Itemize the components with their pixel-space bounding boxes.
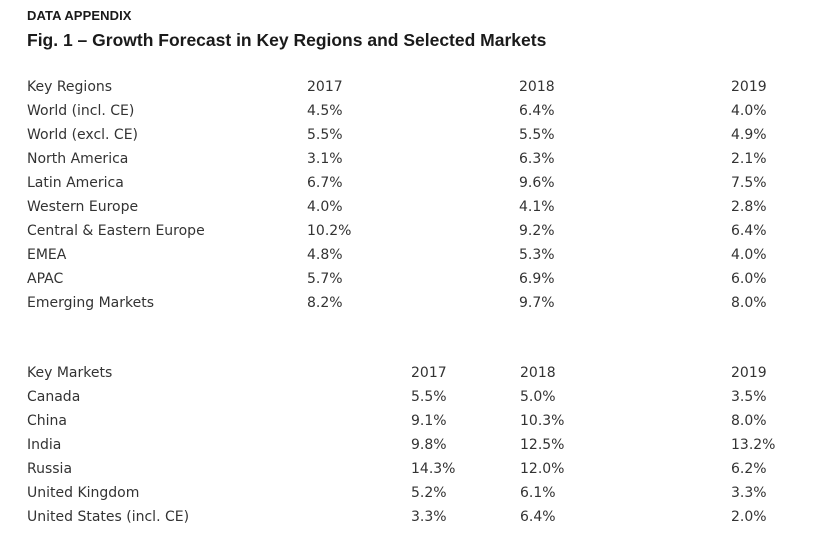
market-label: Russia — [27, 461, 73, 477]
markets-header-2017: 2017 — [411, 365, 447, 381]
table-row: United States (incl. CE) 3.3% 6.4% 2.0% — [0, 505, 835, 529]
region-label: Central & Eastern Europe — [27, 223, 205, 239]
value-2019: 3.5% — [731, 389, 767, 405]
value-2019: 3.3% — [731, 485, 767, 501]
region-label: Emerging Markets — [27, 295, 155, 311]
table-row: Central & Eastern Europe 10.2% 9.2% 6.4% — [0, 219, 835, 243]
value-2018: 5.0% — [520, 389, 556, 405]
value-2017: 3.3% — [411, 509, 447, 525]
markets-header-2019: 2019 — [731, 365, 767, 381]
page-title: Fig. 1 – Growth Forecast in Key Regions … — [27, 30, 547, 50]
value-2018: 6.9% — [519, 271, 555, 287]
value-2018: 4.1% — [519, 199, 555, 215]
value-2019: 8.0% — [731, 413, 767, 429]
table-row: APAC 5.7% 6.9% 6.0% — [0, 267, 835, 291]
value-2018: 9.2% — [519, 223, 555, 239]
regions-header-2017: 2017 — [307, 79, 343, 95]
market-label: United States (incl. CE) — [27, 509, 190, 525]
value-2018: 10.3% — [520, 413, 565, 429]
value-2017: 9.1% — [411, 413, 447, 429]
value-2019: 6.2% — [731, 461, 767, 477]
markets-header-label: Key Markets — [27, 365, 113, 381]
region-label: North America — [27, 151, 129, 167]
value-2018: 6.4% — [520, 509, 556, 525]
region-label: APAC — [27, 271, 64, 287]
value-2018: 6.3% — [519, 151, 555, 167]
value-2017: 5.5% — [411, 389, 447, 405]
value-2017: 6.7% — [307, 175, 343, 191]
region-label: World (excl. CE) — [27, 127, 139, 143]
market-label: Canada — [27, 389, 81, 405]
value-2017: 4.5% — [307, 103, 343, 119]
market-label: China — [27, 413, 67, 429]
market-label: United Kingdom — [27, 485, 140, 501]
value-2018: 9.6% — [519, 175, 555, 191]
value-2019: 2.0% — [731, 509, 767, 525]
value-2017: 9.8% — [411, 437, 447, 453]
value-2019: 7.5% — [731, 175, 767, 191]
value-2017: 4.0% — [307, 199, 343, 215]
value-2017: 8.2% — [307, 295, 343, 311]
table-row: Emerging Markets 8.2% 9.7% 8.0% — [0, 291, 835, 315]
table-row: Western Europe 4.0% 4.1% 2.8% — [0, 195, 835, 219]
table-row: Russia 14.3% 12.0% 6.2% — [0, 457, 835, 481]
table-row: World (incl. CE) 4.5% 6.4% 4.0% — [0, 99, 835, 123]
value-2019: 13.2% — [731, 437, 776, 453]
table-row: World (excl. CE) 5.5% 5.5% 4.9% — [0, 123, 835, 147]
regions-header-2019: 2019 — [731, 79, 767, 95]
markets-header-row: Key Markets 2017 2018 2019 — [0, 361, 835, 385]
value-2017: 10.2% — [307, 223, 352, 239]
appendix-label: DATA APPENDIX — [27, 8, 132, 23]
value-2019: 6.0% — [731, 271, 767, 287]
value-2018: 5.5% — [519, 127, 555, 143]
value-2018: 5.3% — [519, 247, 555, 263]
region-label: Western Europe — [27, 199, 139, 215]
table-row: India 9.8% 12.5% 13.2% — [0, 433, 835, 457]
value-2017: 4.8% — [307, 247, 343, 263]
value-2018: 6.4% — [519, 103, 555, 119]
regions-header-row: Key Regions 2017 2018 2019 — [0, 75, 835, 99]
regions-header-label: Key Regions — [27, 79, 113, 95]
value-2017: 14.3% — [411, 461, 456, 477]
table-row: EMEA 4.8% 5.3% 4.0% — [0, 243, 835, 267]
table-row: Latin America 6.7% 9.6% 7.5% — [0, 171, 835, 195]
table-row: United Kingdom 5.2% 6.1% 3.3% — [0, 481, 835, 505]
value-2017: 5.7% — [307, 271, 343, 287]
table-row: Canada 5.5% 5.0% 3.5% — [0, 385, 835, 409]
value-2018: 9.7% — [519, 295, 555, 311]
region-label: EMEA — [27, 247, 67, 263]
value-2019: 6.4% — [731, 223, 767, 239]
regions-header-2018: 2018 — [519, 79, 555, 95]
value-2019: 4.0% — [731, 247, 767, 263]
region-label: World (incl. CE) — [27, 103, 135, 119]
value-2019: 2.8% — [731, 199, 767, 215]
markets-header-2018: 2018 — [520, 365, 556, 381]
value-2017: 5.5% — [307, 127, 343, 143]
region-label: Latin America — [27, 175, 124, 191]
market-label: India — [27, 437, 62, 453]
value-2017: 5.2% — [411, 485, 447, 501]
value-2018: 6.1% — [520, 485, 556, 501]
value-2019: 8.0% — [731, 295, 767, 311]
value-2019: 4.0% — [731, 103, 767, 119]
table-row: China 9.1% 10.3% 8.0% — [0, 409, 835, 433]
value-2019: 4.9% — [731, 127, 767, 143]
table-row: North America 3.1% 6.3% 2.1% — [0, 147, 835, 171]
value-2018: 12.5% — [520, 437, 565, 453]
value-2017: 3.1% — [307, 151, 343, 167]
value-2019: 2.1% — [731, 151, 767, 167]
value-2018: 12.0% — [520, 461, 565, 477]
